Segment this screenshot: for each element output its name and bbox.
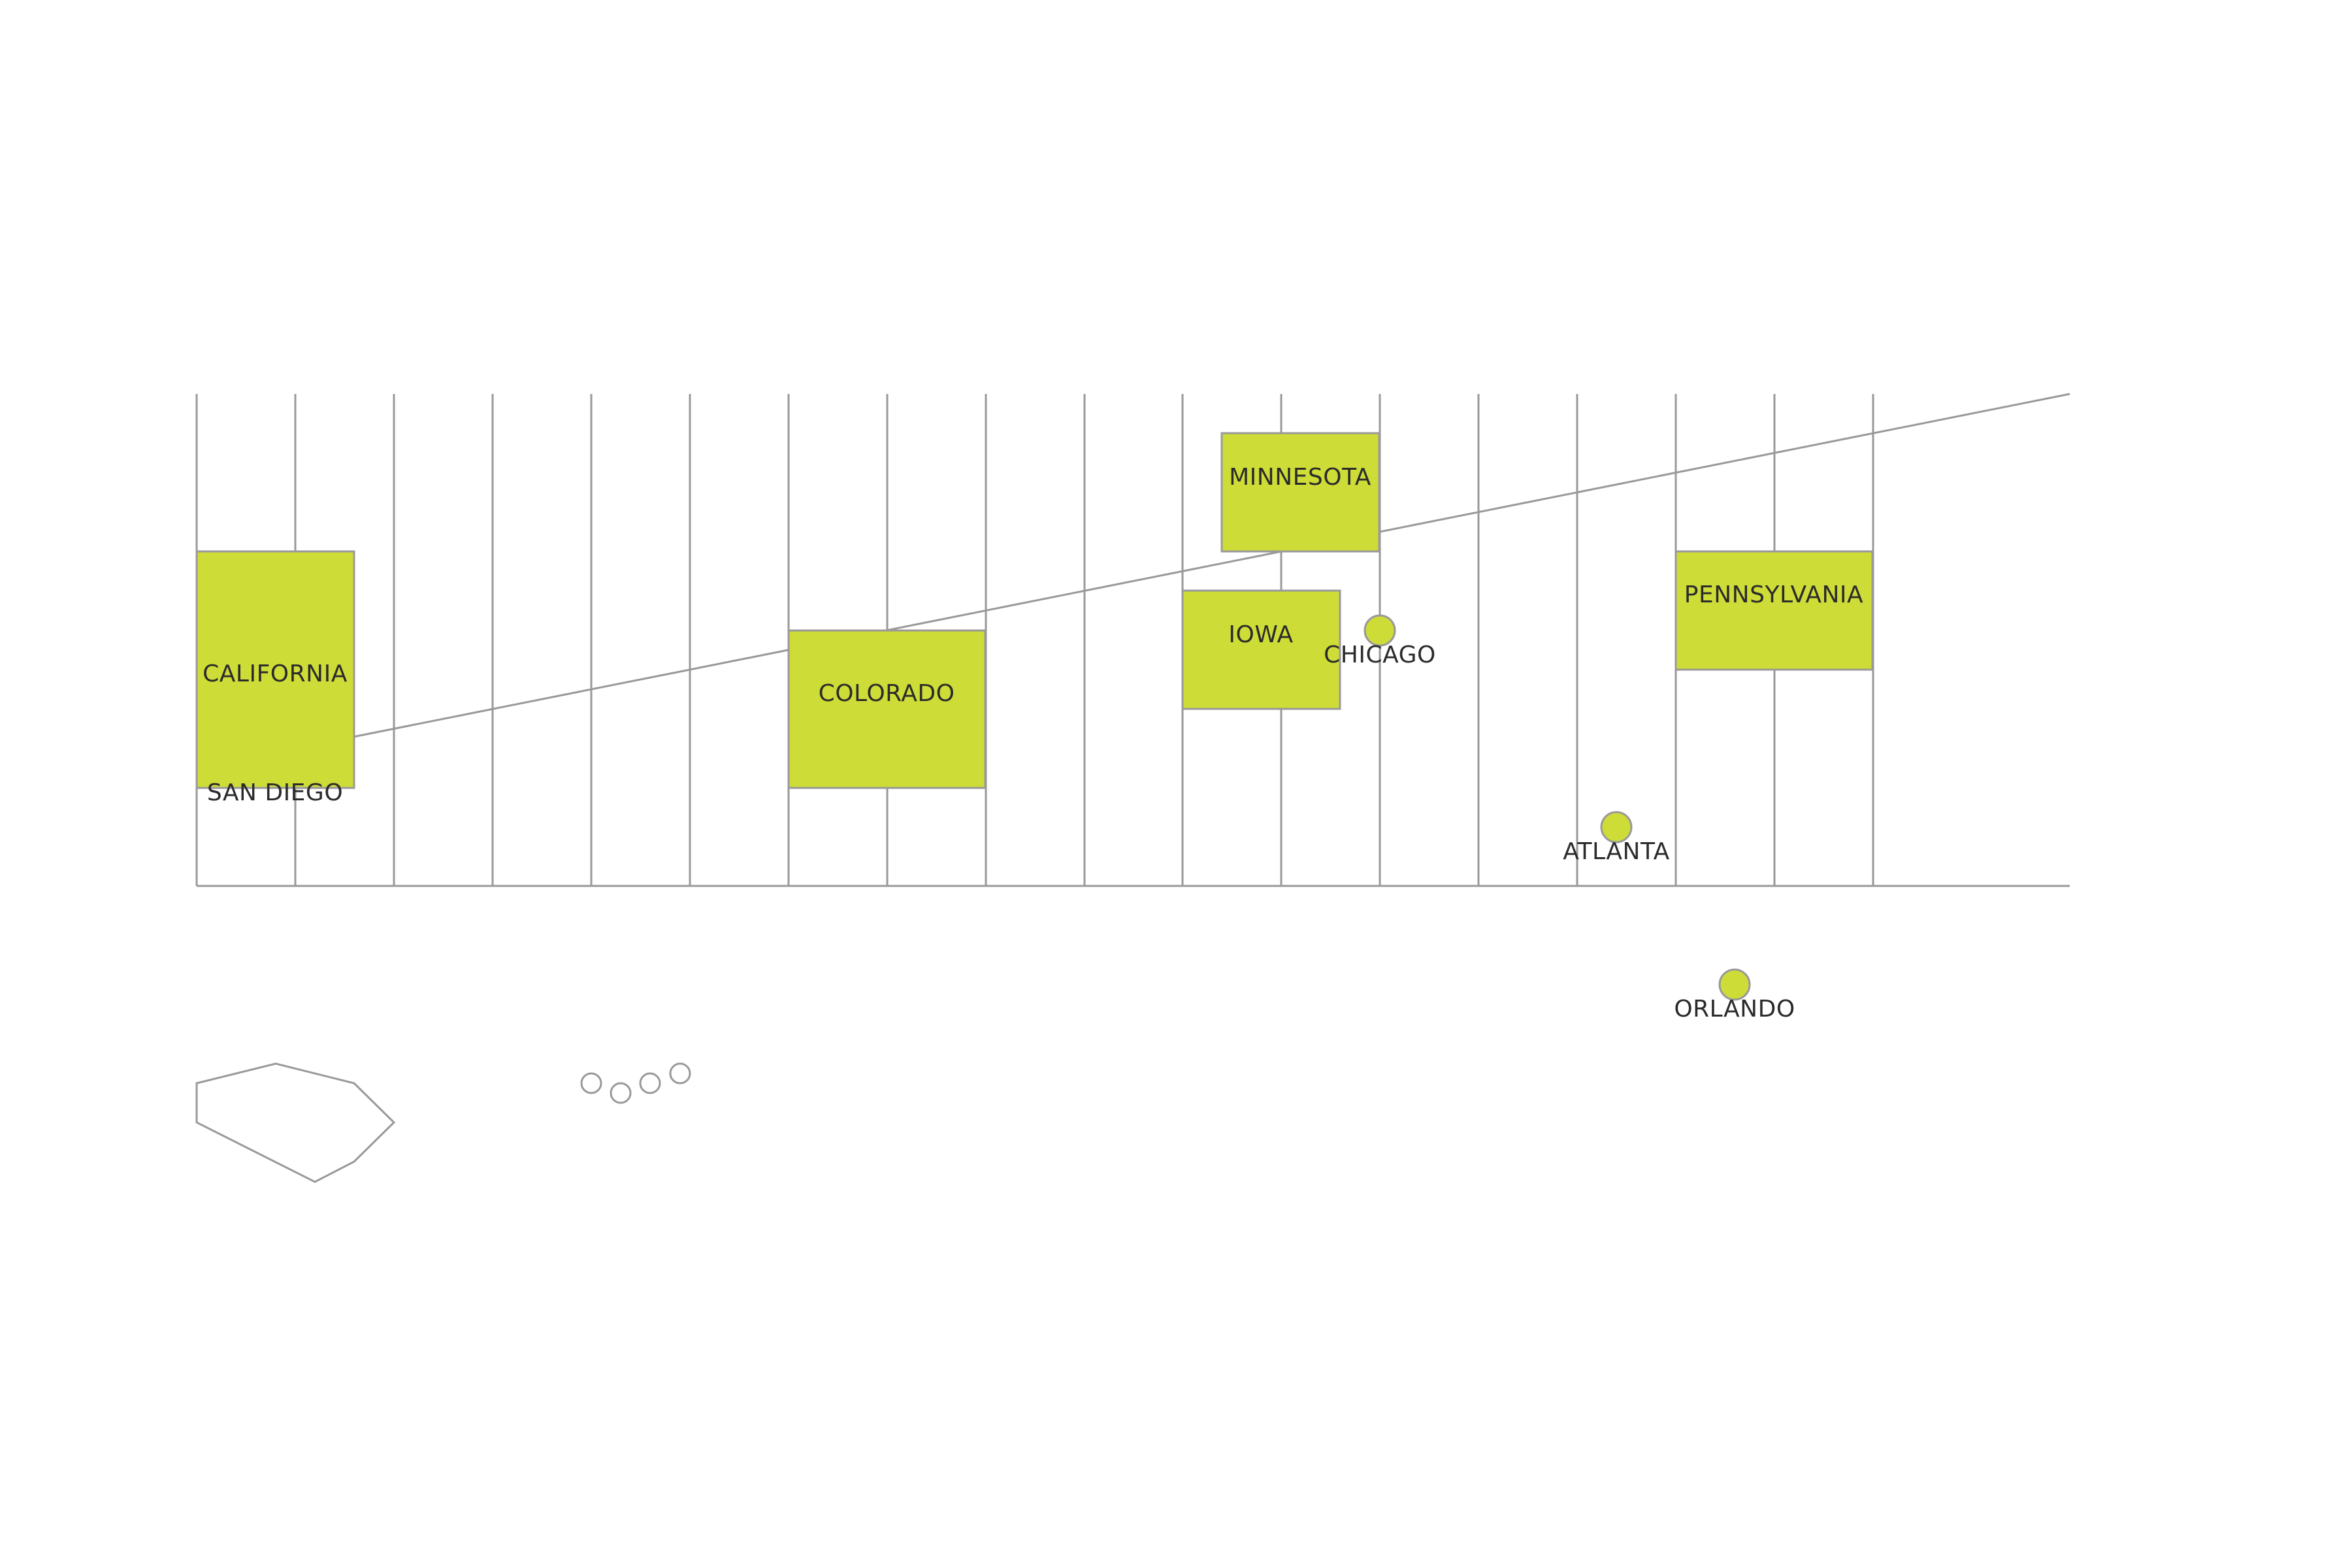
hawaii-islands <box>580 1062 691 1104</box>
state-shape <box>787 629 987 789</box>
state-label: MINNESOTA <box>1229 464 1371 491</box>
city-marker <box>1600 811 1633 843</box>
state-label: PENNSYLVANIA <box>1684 581 1863 608</box>
state-shape <box>1220 432 1380 553</box>
island-outline <box>639 1072 661 1094</box>
route-line <box>352 393 2070 738</box>
city-chicago[interactable]: CHICAGO <box>1324 614 1436 668</box>
city-label: ORLANDO <box>1674 996 1795 1022</box>
island-outline <box>669 1062 691 1085</box>
island-outline <box>580 1072 602 1094</box>
city-marker <box>1718 968 1751 1001</box>
city-san-diego[interactable]: SAN DIEGO <box>207 779 343 806</box>
city-label: SAN DIEGO <box>207 779 343 806</box>
state-shape <box>1674 550 1874 671</box>
state-california[interactable]: CALIFORNIA <box>195 550 355 789</box>
state-label: CALIFORNIA <box>203 661 348 687</box>
state-colorado[interactable]: COLORADO <box>787 629 987 789</box>
state-label: IOWA <box>1228 621 1293 648</box>
state-minnesota[interactable]: MINNESOTA <box>1220 432 1380 553</box>
city-label: ATLANTA <box>1563 838 1670 865</box>
city-orlando[interactable]: ORLANDO <box>1674 968 1795 1022</box>
state-shape <box>195 550 355 789</box>
state-iowa[interactable]: IOWA <box>1181 589 1341 710</box>
alaska-outline <box>195 1062 396 1183</box>
city-marker <box>1364 614 1396 647</box>
state-pennsylvania[interactable]: PENNSYLVANIA <box>1674 550 1874 671</box>
city-atlanta[interactable]: ATLANTA <box>1563 811 1670 865</box>
island-outline <box>610 1082 632 1104</box>
state-shape <box>1181 589 1341 710</box>
city-label: CHICAGO <box>1324 642 1436 668</box>
state-label: COLORADO <box>819 680 955 707</box>
